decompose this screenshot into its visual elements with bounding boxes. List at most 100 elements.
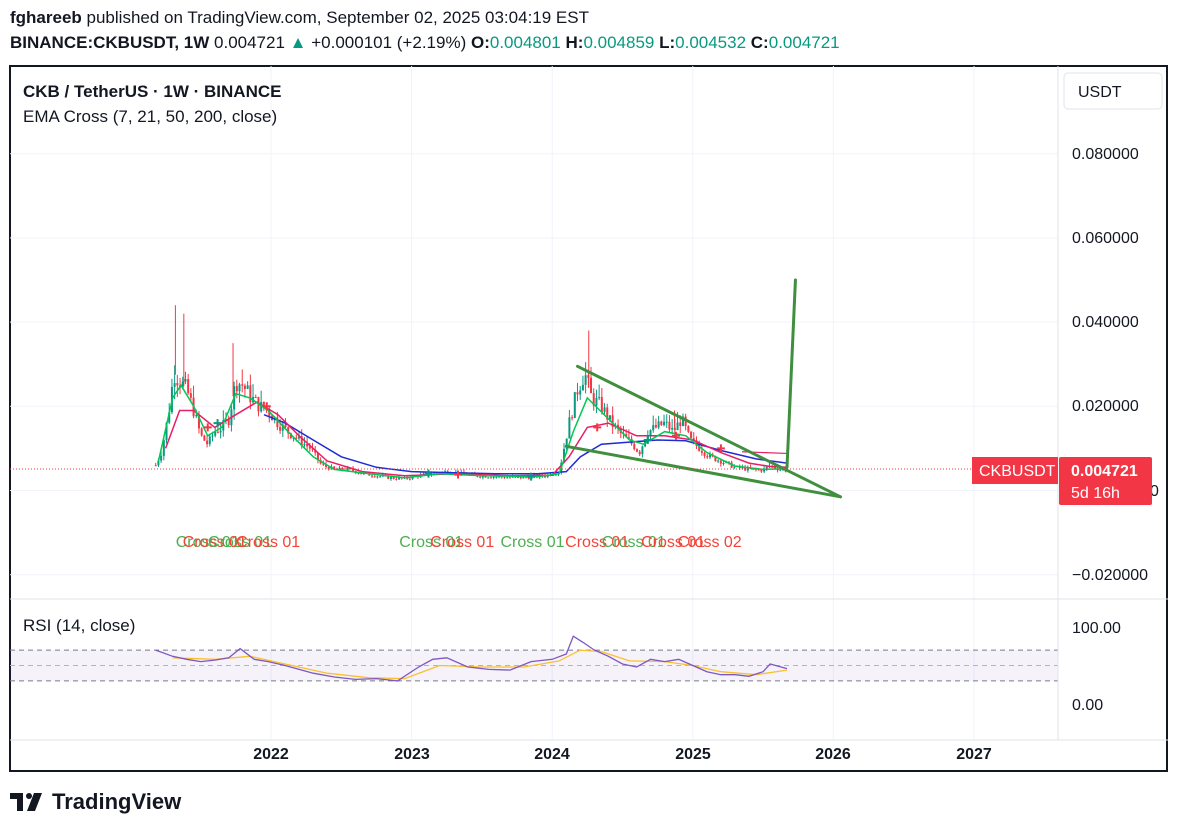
countdown-label: 5d 16h	[1071, 485, 1120, 502]
candle-body	[279, 427, 282, 431]
cross-marker	[424, 469, 433, 478]
candle-body	[187, 379, 190, 394]
candle-body	[341, 467, 344, 470]
candle-body	[373, 476, 376, 478]
candle-body	[573, 392, 576, 418]
candle-body	[608, 415, 611, 420]
price-tick: 0.060000	[1072, 230, 1139, 247]
price-tick-partial: 0	[1150, 483, 1159, 500]
cross-marker	[716, 444, 725, 453]
candle-body	[592, 393, 595, 406]
candle-body	[527, 477, 530, 479]
candle-body	[511, 476, 514, 478]
price-change: +0.000101 (+2.19%)	[311, 33, 467, 52]
candle-body	[652, 425, 655, 431]
candle-body	[268, 409, 271, 416]
candle-body	[165, 422, 168, 441]
candle-body	[357, 473, 360, 475]
candle-body	[649, 430, 652, 436]
candles	[154, 305, 787, 481]
price-tick: 0.040000	[1072, 314, 1139, 331]
candle-body	[238, 384, 241, 392]
candle-body	[243, 385, 246, 389]
candle-body	[281, 424, 284, 431]
symbol-info: BINANCE:CKBUSDT, 1W 0.004721 ▲ +0.000101…	[10, 33, 840, 53]
candle-body	[606, 407, 609, 420]
candle-body	[763, 468, 766, 472]
candle-body	[160, 455, 163, 461]
candle-body	[211, 435, 214, 437]
candle-body	[522, 476, 525, 479]
footer-brand[interactable]: TradingView	[10, 789, 181, 815]
candle-body	[668, 421, 671, 430]
candle-body	[657, 421, 660, 428]
candle-body	[206, 440, 209, 445]
candle-body	[611, 415, 614, 427]
candle-body	[765, 466, 768, 469]
trend-line-upper	[576, 364, 842, 499]
candle-body	[603, 407, 606, 412]
currency-button[interactable]	[1063, 72, 1163, 110]
candle-body	[568, 417, 571, 439]
candle-body	[289, 433, 292, 439]
candle-body	[173, 383, 176, 387]
high-label: H:	[565, 33, 584, 52]
candle-body	[214, 431, 217, 436]
indicator-title[interactable]: EMA Cross (7, 21, 50, 200, close)	[23, 107, 277, 126]
cross-label: Cross 01	[208, 534, 272, 551]
candle-body	[576, 392, 579, 395]
candle-body	[679, 422, 682, 426]
price-tick: 0.080000	[1072, 146, 1139, 163]
candle-body	[254, 396, 257, 398]
close-label: C:	[750, 33, 769, 52]
candle-body	[157, 460, 160, 466]
price-tick: −0.020000	[1072, 567, 1148, 584]
cross-label: Cross 01	[430, 534, 494, 551]
candle-body	[246, 385, 249, 389]
candle-body	[503, 477, 506, 479]
candle-body	[168, 412, 171, 423]
candle-body	[276, 417, 279, 428]
low-value: 0.004532	[675, 33, 747, 52]
candle-body	[311, 448, 314, 450]
rsi-title[interactable]: RSI (14, close)	[23, 616, 135, 635]
candle-body	[235, 386, 238, 392]
candle-body	[714, 456, 717, 462]
candle-body	[487, 477, 490, 479]
chart-frame	[9, 65, 1168, 772]
candle-body	[444, 471, 447, 473]
candle-body	[195, 414, 198, 417]
candle-body	[633, 443, 636, 450]
candle-body	[698, 445, 701, 451]
candle-body	[690, 431, 693, 439]
candle-body	[181, 381, 184, 388]
candle-body	[189, 393, 192, 398]
candle-body	[376, 476, 379, 478]
symbol-tag-label: CKBUSDT	[979, 463, 1056, 480]
candle-body	[663, 421, 666, 426]
candle-body	[371, 475, 374, 477]
time-tick: 2026	[815, 746, 851, 763]
candle-body	[298, 436, 301, 439]
candle-body	[506, 477, 509, 479]
candle-body	[316, 452, 319, 461]
close-value: 0.004721	[768, 33, 840, 52]
candle-body	[671, 427, 674, 430]
time-tick: 2027	[956, 746, 992, 763]
candle-body	[687, 426, 690, 432]
author-name[interactable]: fghareeb	[10, 8, 82, 27]
candle-body	[719, 460, 722, 464]
candle-body	[600, 397, 603, 412]
cross-label: Cross 01	[565, 534, 629, 551]
candle-body	[227, 419, 230, 426]
candle-body	[752, 468, 755, 470]
current-price: 0.004721	[214, 33, 285, 52]
candle-body	[325, 464, 328, 467]
candle-body	[308, 446, 311, 449]
high-value: 0.004859	[583, 33, 655, 52]
candle-body	[398, 477, 401, 480]
candle-body	[284, 424, 287, 428]
candle-body	[352, 468, 355, 472]
candle-body	[717, 460, 720, 462]
